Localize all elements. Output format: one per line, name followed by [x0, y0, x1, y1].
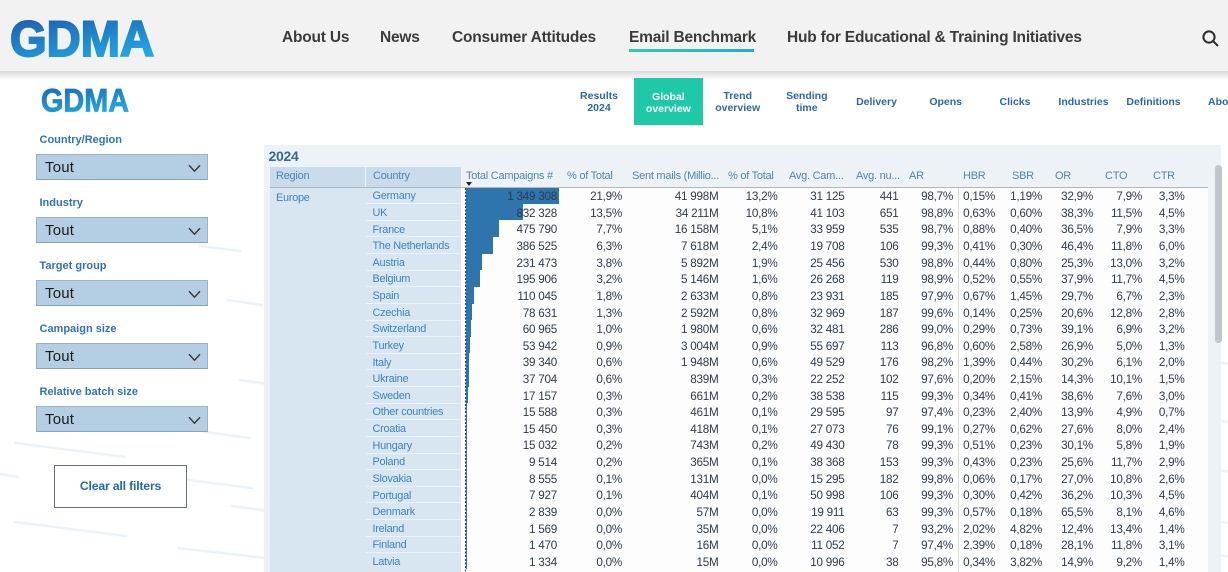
- svg-text:GDMA: GDMA: [10, 17, 154, 59]
- svg-text:GDMA: GDMA: [41, 86, 129, 116]
